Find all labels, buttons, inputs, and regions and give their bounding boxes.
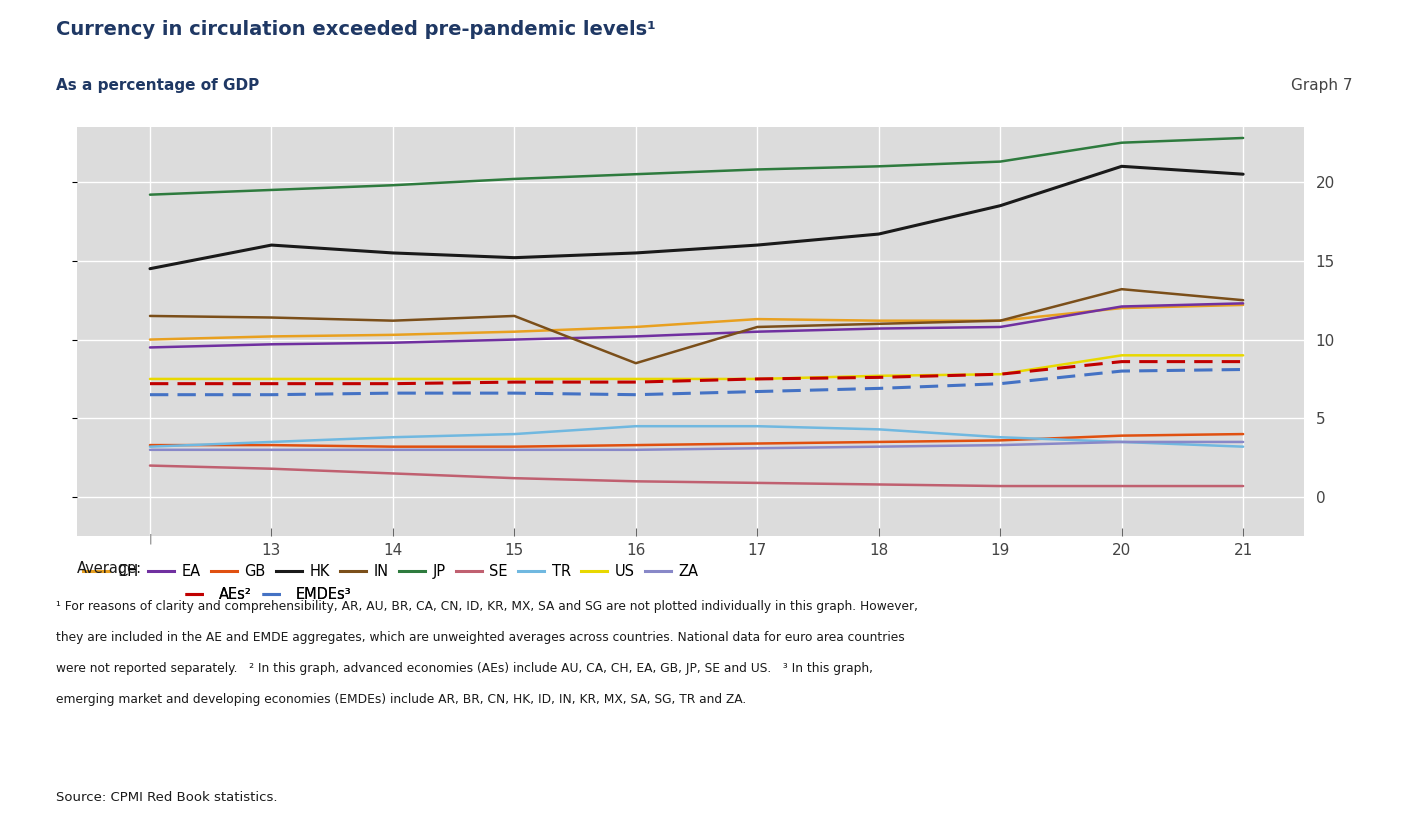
Text: emerging market and developing economies (EMDEs) include AR, BR, CN, HK, ID, IN,: emerging market and developing economies… <box>56 693 746 706</box>
Text: Source: CPMI Red Book statistics.: Source: CPMI Red Book statistics. <box>56 791 278 804</box>
Text: Graph 7: Graph 7 <box>1291 78 1353 93</box>
Text: they are included in the AE and EMDE aggregates, which are unweighted averages a: they are included in the AE and EMDE agg… <box>56 631 904 644</box>
Text: were not reported separately.   ² In this graph, advanced economies (AEs) includ: were not reported separately. ² In this … <box>56 662 873 675</box>
Text: Average:: Average: <box>77 561 142 576</box>
Text: As a percentage of GDP: As a percentage of GDP <box>56 78 259 93</box>
Text: ¹ For reasons of clarity and comprehensibility, AR, AU, BR, CA, CN, ID, KR, MX, : ¹ For reasons of clarity and comprehensi… <box>56 600 918 613</box>
Text: |: | <box>149 534 151 544</box>
Text: Currency in circulation exceeded pre-pandemic levels¹: Currency in circulation exceeded pre-pan… <box>56 20 656 39</box>
Legend: AEs², EMDEs³: AEs², EMDEs³ <box>185 586 350 602</box>
